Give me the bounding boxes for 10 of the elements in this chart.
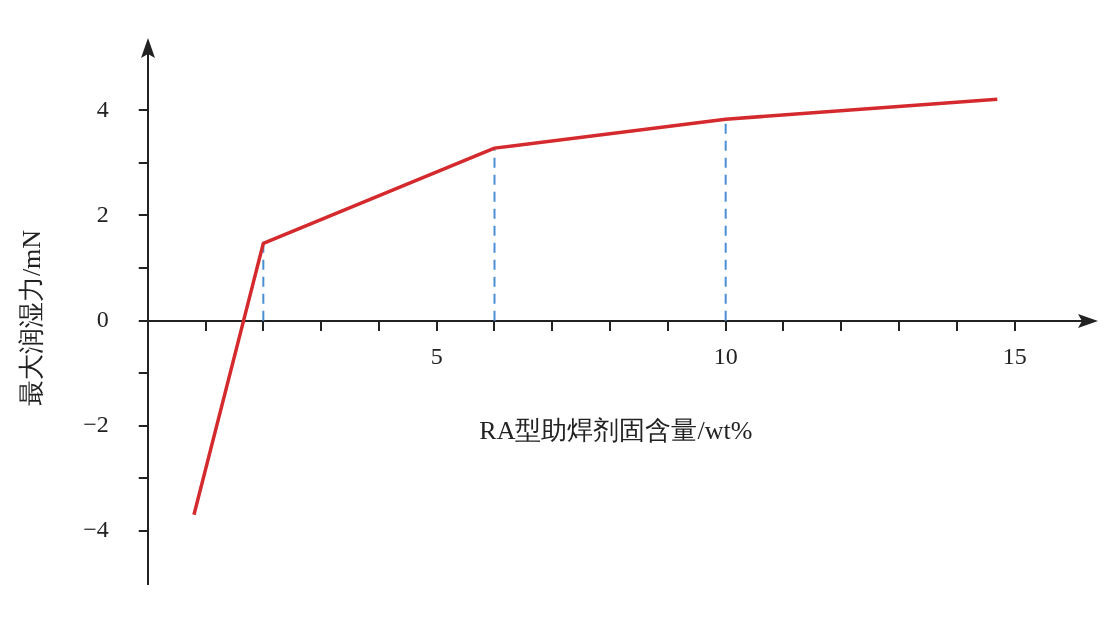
y-axis-title: 最大润湿力/mN <box>17 229 47 407</box>
x-tick-label: 10 <box>713 343 738 370</box>
y-tick-label: 4 <box>96 95 109 122</box>
y-tick-label: 0 <box>96 305 109 332</box>
y-tick-label: −4 <box>83 516 109 543</box>
x-tick-label: 15 <box>1002 343 1027 370</box>
x-tick-label: 5 <box>430 343 443 370</box>
y-tick-label: −2 <box>83 411 109 438</box>
x-axis-title: RA型助焊剂固含量/wt% <box>479 415 753 445</box>
y-tick-label: 2 <box>96 200 109 227</box>
